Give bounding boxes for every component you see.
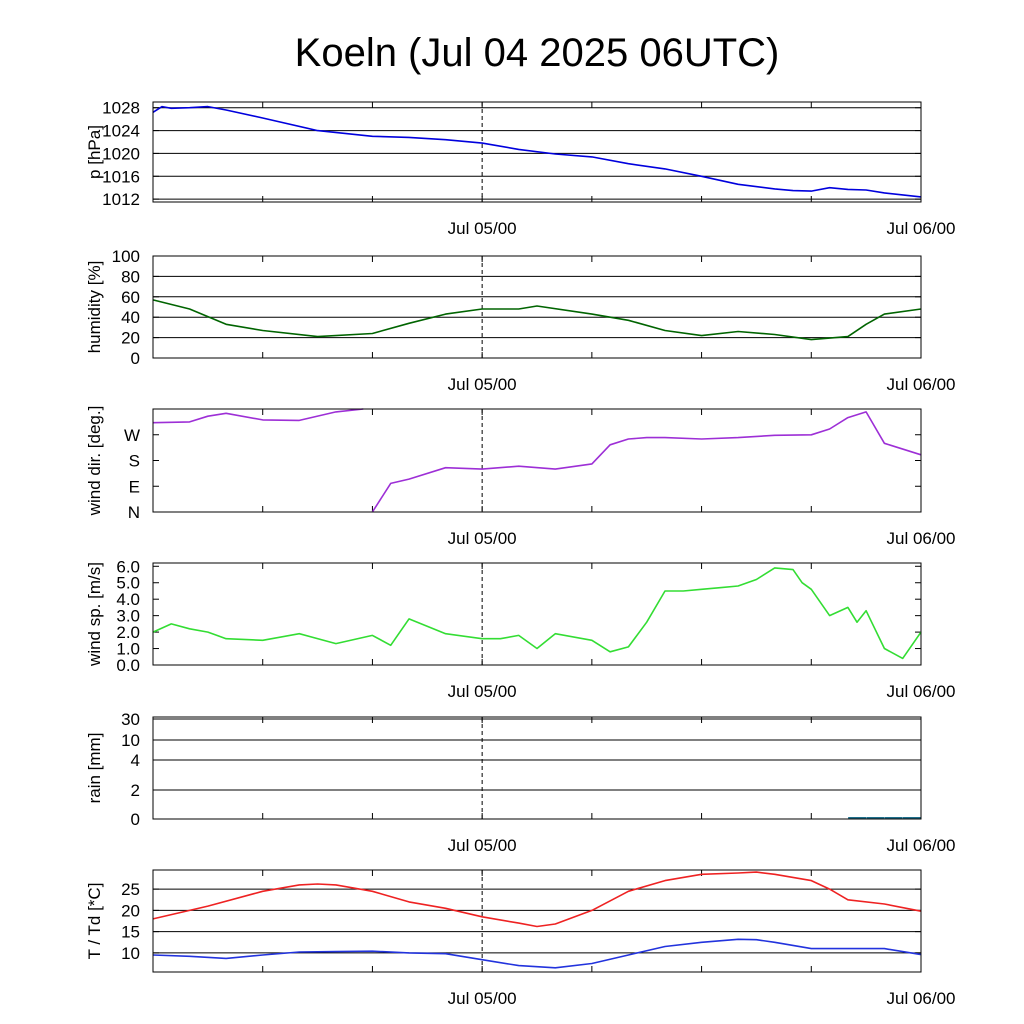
y-tick-label: 6.0 [116,557,140,576]
y-tick-label: 0.0 [116,656,140,675]
x-tick-label: Jul 05/00 [448,682,517,701]
x-tick-label: Jul 06/00 [887,989,956,1008]
y-axis-label: humidity [%] [85,261,104,354]
x-tick-label: Jul 06/00 [887,836,956,855]
y-axis-label: T / Td [*C] [85,883,104,960]
panel-1: 1012 1016 1020 1024 1028 Jul 05/00 Jul 06/00 p … [85,99,956,238]
y-axis-label: p [hPa] [85,125,104,179]
chart-title: Koeln (Jul 04 2025 06UTC) [295,31,780,75]
y-tick-label: E [129,477,140,496]
y-tick-label: 25 [121,880,140,899]
series-line [152,408,922,513]
y-axis-label: rain [mm] [85,733,104,804]
y-tick-label: S [129,452,140,471]
y-tick-label: 15 [121,923,140,942]
y-tick-label: 2.0 [116,623,140,642]
panel-frame [152,101,922,203]
panel-frame [152,562,922,666]
y-tick-label: 2 [131,781,140,800]
y-tick-label: 1012 [102,190,140,209]
y-tick-label: 0 [131,349,140,368]
y-tick-label: 100 [112,247,140,266]
rain-bar [903,817,921,819]
x-tick-label: Jul 06/00 [887,682,956,701]
y-tick-label: W [124,426,140,445]
y-axis-label: wind sp. [m/s] [85,562,104,667]
series-line [152,299,922,341]
x-tick-label: Jul 05/00 [448,375,517,394]
y-tick-label: 1024 [102,122,140,141]
y-tick-label: 1.0 [116,640,140,659]
series-line-t [152,871,922,928]
panel-5: 0 2 410 30 Jul 05/00 Jul 06/00 rain [mm] [85,710,956,855]
series-line [152,567,922,660]
y-tick-label: 0 [131,810,140,829]
y-tick-label: 80 [121,267,140,286]
y-tick-label: 20 [121,901,140,920]
panel-6: 10 15 20 25 Jul 05/00 Jul 06/00 T / Td [*C] [85,869,956,1008]
x-tick-label: Jul 05/00 [448,989,517,1008]
y-axis-label: wind dir. [deg.] [85,406,104,517]
series-line-td [152,938,922,969]
rain-bar [866,817,885,819]
y-tick-label: 40 [121,308,140,327]
rain-bar [848,817,867,819]
y-tick-label: 3.0 [116,607,140,626]
series-line [152,105,922,198]
y-tick-label: 10 [121,944,140,963]
panel-frame [152,255,922,359]
y-tick-label: 20 [121,329,140,348]
y-tick-label: 1020 [102,144,140,163]
x-tick-label: Jul 05/00 [448,529,517,548]
x-tick-label: Jul 06/00 [887,219,956,238]
x-tick-label: Jul 05/00 [448,836,517,855]
rain-bar [884,817,903,819]
panel-4: 0.01.02.03.04.05.06.0 Jul 05/00 Jul 06/00 w… [85,557,956,701]
x-tick-label: Jul 06/00 [887,375,956,394]
y-tick-label: 30 [121,710,140,729]
y-tick-label: 1028 [102,99,140,118]
y-tick-label: 60 [121,288,140,307]
y-tick-label: 5.0 [116,574,140,593]
y-tick-label: 4 [131,751,140,770]
y-tick-label: 1016 [102,167,140,186]
y-tick-label: N [128,503,140,522]
panel-frame [152,408,922,513]
x-tick-label: Jul 06/00 [887,529,956,548]
y-tick-label: 10 [121,731,140,750]
panel-frame [152,869,922,973]
x-tick-label: Jul 05/00 [448,219,517,238]
panel-frame [152,716,922,820]
y-tick-label: 4.0 [116,590,140,609]
